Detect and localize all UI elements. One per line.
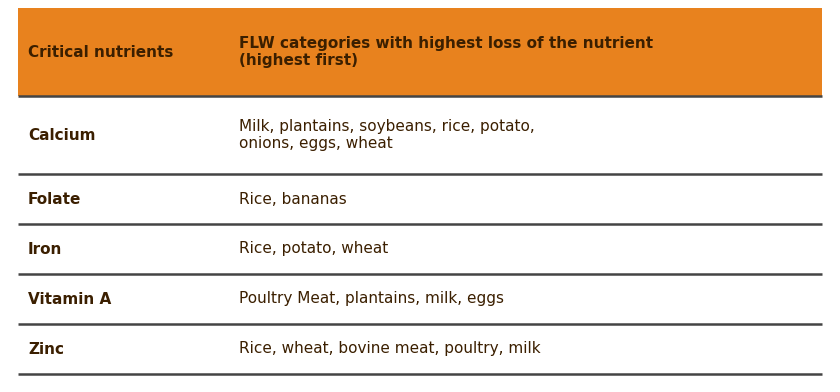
Text: Folate: Folate — [28, 192, 81, 207]
Text: Zinc: Zinc — [28, 341, 64, 356]
Bar — [18, 96, 822, 174]
Text: Rice, wheat, bovine meat, poultry, milk: Rice, wheat, bovine meat, poultry, milk — [239, 341, 540, 356]
Text: Iron: Iron — [28, 241, 62, 256]
Text: FLW categories with highest loss of the nutrient
(highest first): FLW categories with highest loss of the … — [239, 36, 653, 68]
Bar — [18, 174, 822, 224]
Text: Vitamin A: Vitamin A — [28, 292, 111, 307]
Text: Rice, potato, wheat: Rice, potato, wheat — [239, 241, 388, 256]
Text: Critical nutrients: Critical nutrients — [28, 45, 173, 60]
Bar — [18, 8, 822, 96]
Bar — [18, 324, 822, 374]
Text: Milk, plantains, soybeans, rice, potato,
onions, eggs, wheat: Milk, plantains, soybeans, rice, potato,… — [239, 119, 534, 151]
Bar — [18, 224, 822, 274]
Text: Poultry Meat, plantains, milk, eggs: Poultry Meat, plantains, milk, eggs — [239, 292, 504, 307]
Text: Rice, bananas: Rice, bananas — [239, 192, 346, 207]
Text: Calcium: Calcium — [28, 127, 96, 143]
Bar — [18, 274, 822, 324]
